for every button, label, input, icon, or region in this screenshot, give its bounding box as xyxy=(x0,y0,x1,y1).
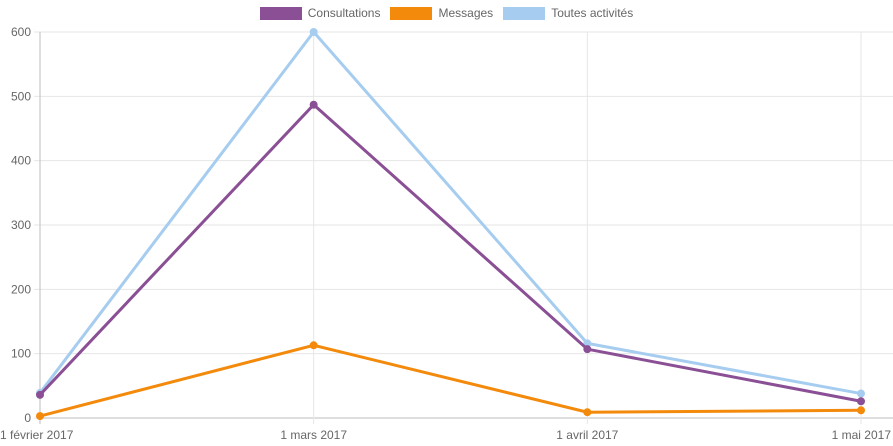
legend-label-toutes-activites: Toutes activités xyxy=(551,6,634,20)
y-tick-label: 300 xyxy=(11,218,31,232)
legend-swatch-messages xyxy=(390,6,433,20)
data-point-messages xyxy=(36,412,44,421)
data-point-consultations xyxy=(583,345,592,354)
y-tick-label: 0 xyxy=(24,411,31,425)
y-tick-label: 500 xyxy=(11,89,31,103)
chart-legend: Consultations Messages Toutes activités xyxy=(0,6,893,20)
data-point-messages xyxy=(309,341,318,350)
data-point-toutes-activit-s xyxy=(857,389,865,398)
data-point-messages xyxy=(857,406,865,415)
legend-swatch-consultations xyxy=(259,6,302,20)
legend-item-consultations[interactable]: Consultations xyxy=(259,6,381,20)
x-tick-label: 1 mai 2017 xyxy=(832,428,892,442)
data-point-messages xyxy=(583,408,592,417)
y-tick-label: 600 xyxy=(11,25,31,39)
data-point-consultations xyxy=(857,397,865,406)
series-line-messages xyxy=(39,343,862,418)
series-line-consultations xyxy=(38,102,862,403)
y-tick-label: 200 xyxy=(11,282,31,296)
legend-label-messages: Messages xyxy=(438,6,494,20)
data-point-consultations xyxy=(309,100,318,109)
legend-swatch-toutes-activites xyxy=(503,6,546,20)
y-tick-label: 100 xyxy=(11,347,31,361)
x-tick-label: 1 avril 2017 xyxy=(556,428,618,442)
series-line-toutes-activit-s xyxy=(38,29,862,396)
x-tick-label: 1 février 2017 xyxy=(0,428,74,442)
data-point-toutes-activit-s xyxy=(309,28,318,36)
legend-label-consultations: Consultations xyxy=(307,6,381,20)
legend-item-toutes-activites[interactable]: Toutes activités xyxy=(503,6,633,20)
y-tick-label: 400 xyxy=(11,154,31,168)
legend-item-messages[interactable]: Messages xyxy=(390,6,493,20)
data-point-consultations xyxy=(36,390,44,399)
x-tick-label: 1 mars 2017 xyxy=(280,428,347,442)
